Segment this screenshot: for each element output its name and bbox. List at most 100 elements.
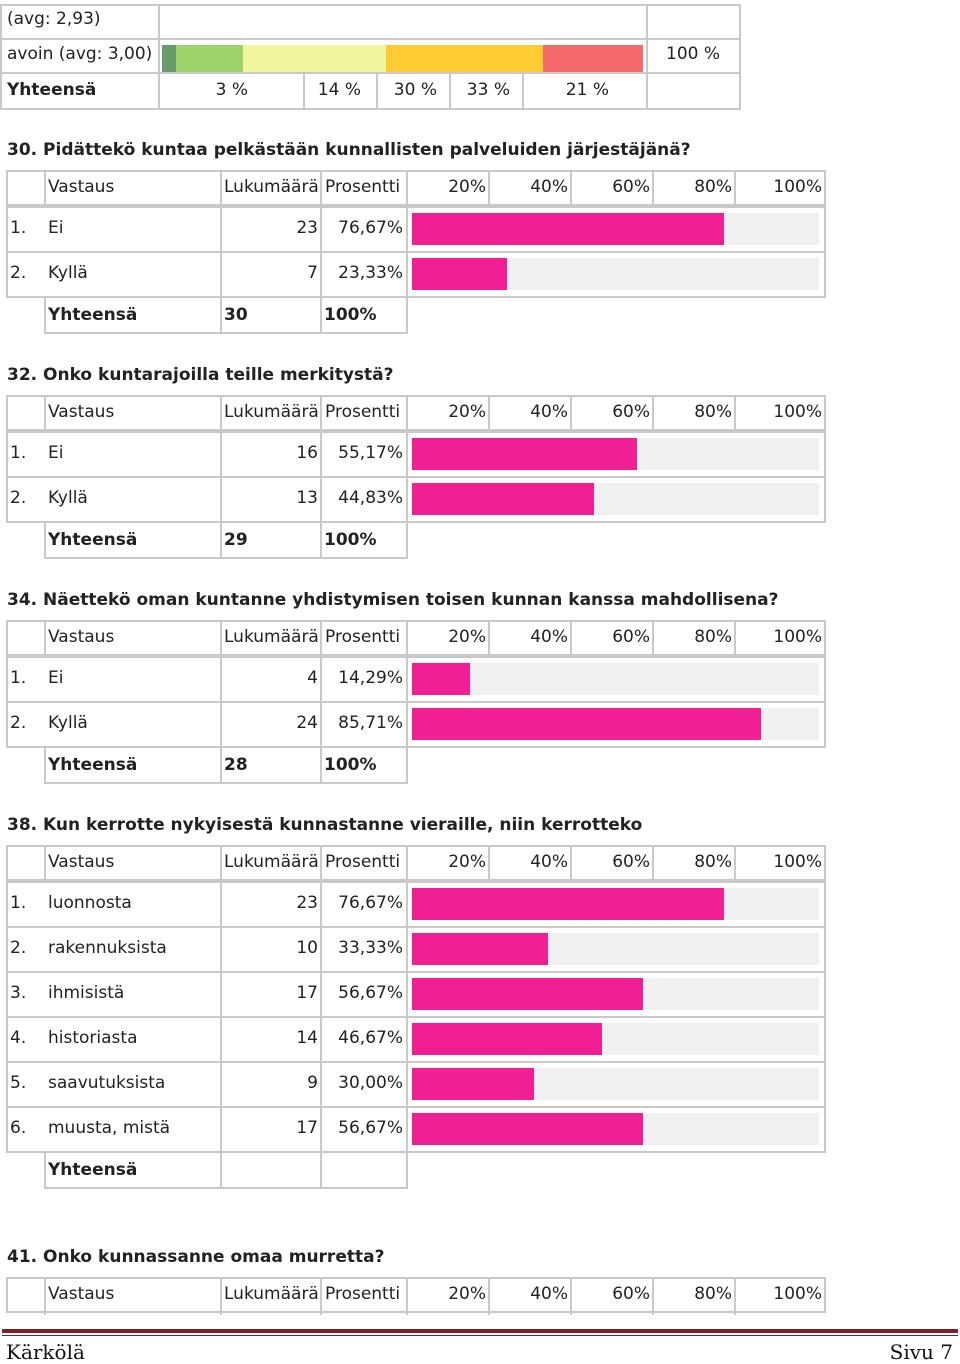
column-divider — [406, 881, 408, 928]
header-answer: Vastaus — [48, 627, 115, 647]
row-count: 13 — [296, 488, 318, 508]
column-divider — [6, 1016, 8, 1063]
row-percent: 56,67% — [338, 983, 403, 1003]
column-divider — [734, 395, 736, 433]
header-answer: Vastaus — [48, 1284, 115, 1304]
bar-fill — [412, 1113, 643, 1145]
bar-track — [412, 708, 819, 740]
table-row: 6. muusta, mistä 17 56,67% — [6, 1106, 826, 1151]
question-title: 38. Kun kerrotte nykyisestä kunnastanne … — [7, 815, 643, 835]
header-count: Lukumäärä — [224, 402, 319, 422]
column-divider — [824, 1106, 826, 1153]
bar-track — [412, 213, 819, 245]
table-row: 2. Kyllä 24 85,71% — [6, 701, 826, 746]
row-percent: 46,67% — [338, 1028, 403, 1048]
distribution-segment — [386, 45, 543, 72]
table-row: 1. luonnosta 23 76,67% — [6, 881, 826, 926]
column-divider — [652, 170, 654, 208]
column-divider — [570, 170, 572, 208]
row-divider — [6, 1016, 826, 1018]
column-divider — [6, 881, 8, 928]
summary-percent: 14 % — [317, 80, 361, 100]
bar-fill — [412, 978, 643, 1010]
column-divider — [406, 656, 408, 703]
column-divider — [320, 656, 322, 703]
header-tick-label: 80% — [694, 1284, 732, 1304]
total-percent: 100% — [324, 530, 377, 550]
column-divider — [406, 1277, 408, 1315]
total-row: Yhteensä — [6, 1153, 408, 1189]
row-count: 14 — [296, 1028, 318, 1048]
row-number: 2. — [10, 263, 27, 283]
row-answer-label: Ei — [48, 218, 64, 238]
header-count: Lukumäärä — [224, 852, 319, 872]
column-divider — [220, 395, 222, 433]
row-divider — [6, 656, 826, 658]
row-answer-label: muusta, mistä — [48, 1118, 171, 1138]
column-divider — [570, 845, 572, 883]
table-header — [6, 620, 826, 656]
column-divider — [220, 206, 222, 253]
column-divider — [406, 395, 408, 433]
column-divider — [824, 881, 826, 928]
column-divider — [488, 845, 490, 883]
column-divider — [320, 620, 322, 658]
row-percent: 33,33% — [338, 938, 403, 958]
row-number: 1. — [10, 443, 27, 463]
row-percent: 85,71% — [338, 713, 403, 733]
row-answer-label: Kyllä — [48, 488, 88, 508]
column-divider — [44, 395, 46, 433]
summary-percent: 3 % — [215, 80, 248, 100]
column-divider — [320, 1061, 322, 1108]
bar-fill — [412, 483, 594, 515]
header-tick-label: 100% — [773, 1284, 822, 1304]
row-answer-label: ihmisistä — [48, 983, 125, 1003]
column-divider — [406, 926, 408, 973]
column-divider — [488, 395, 490, 433]
row-divider — [6, 1061, 826, 1063]
column-divider — [320, 523, 322, 559]
column-divider — [220, 476, 222, 523]
header-count: Lukumäärä — [224, 1284, 319, 1304]
header-tick-label: 60% — [612, 627, 650, 647]
summary-row1-label: (avg: 2,93) — [7, 9, 101, 29]
row-number: 1. — [10, 218, 27, 238]
bar-fill — [412, 708, 761, 740]
table-row: 4. historiasta 14 46,67% — [6, 1016, 826, 1061]
distribution-segment — [243, 45, 386, 72]
column-divider — [220, 701, 222, 748]
footer-left-text: Kärkölä — [6, 1340, 85, 1364]
summary-cell — [522, 72, 648, 110]
header-tick-label: 40% — [530, 627, 568, 647]
bar-track — [412, 663, 819, 695]
column-divider — [734, 1277, 736, 1315]
column-divider — [320, 1153, 322, 1189]
bar-track — [412, 258, 819, 290]
row-count: 24 — [296, 713, 318, 733]
column-divider — [320, 206, 322, 253]
header-tick-label: 100% — [773, 627, 822, 647]
column-divider — [406, 431, 408, 478]
summary-cell — [646, 4, 741, 40]
row-divider — [44, 1187, 408, 1189]
total-percent: 100% — [324, 755, 377, 775]
column-divider — [824, 476, 826, 523]
row-divider — [6, 746, 826, 748]
bar-fill — [412, 933, 548, 965]
row-answer-label: Kyllä — [48, 263, 88, 283]
column-divider — [6, 431, 8, 478]
bar-fill — [412, 1023, 602, 1055]
question-title: 32. Onko kuntarajoilla teille merkitystä… — [7, 365, 394, 385]
header-tick-label: 20% — [448, 852, 486, 872]
row-count: 23 — [296, 893, 318, 913]
summary-row2-label: avoin (avg: 3,00) — [7, 44, 153, 64]
column-divider — [320, 971, 322, 1018]
column-divider — [488, 170, 490, 208]
total-percent: 100% — [324, 305, 377, 325]
column-divider — [320, 251, 322, 298]
header-percent: Prosentti — [325, 177, 401, 197]
bar-fill — [412, 663, 470, 695]
distribution-segment — [176, 45, 243, 72]
header-tick-label: 100% — [773, 177, 822, 197]
row-divider — [6, 881, 826, 883]
